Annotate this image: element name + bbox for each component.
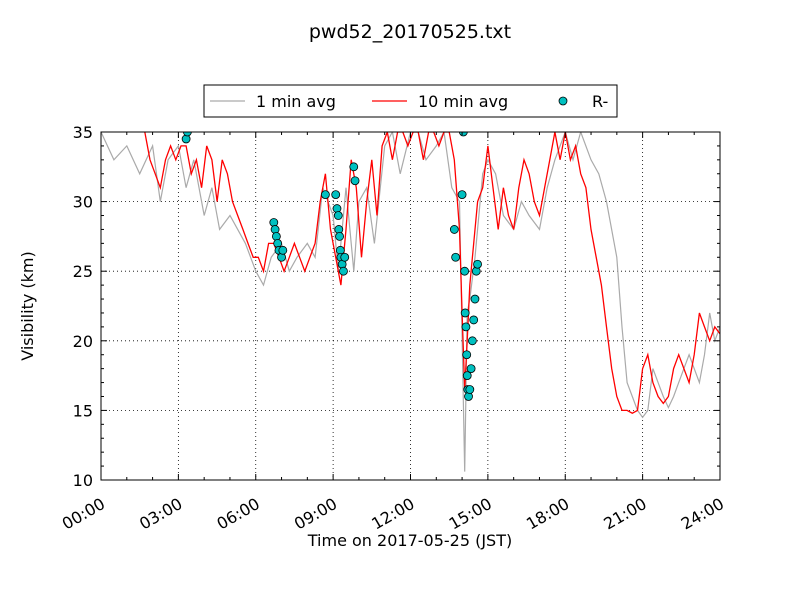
data-point-r bbox=[470, 294, 480, 304]
y-tick-label: 20 bbox=[73, 332, 93, 351]
y-tick-label: 35 bbox=[73, 123, 93, 142]
x-tick-label: 18:00 bbox=[523, 494, 572, 534]
legend-label: 10 min avg bbox=[418, 92, 508, 111]
series-layer bbox=[101, 132, 720, 472]
data-point-r bbox=[465, 385, 475, 394]
x-tick-label: 15:00 bbox=[446, 494, 495, 534]
y-axis: 10 15 20 25 30 35 bbox=[73, 123, 720, 490]
x-tick-label: 06:00 bbox=[214, 494, 263, 534]
data-point-r bbox=[467, 336, 477, 346]
data-point-r bbox=[183, 132, 192, 137]
x-tick-label: 09:00 bbox=[291, 494, 340, 534]
data-point-r bbox=[462, 350, 472, 360]
x-tick-label: 24:00 bbox=[678, 494, 727, 534]
data-point-r bbox=[331, 190, 341, 200]
data-point-r bbox=[469, 315, 479, 325]
y-tick-label: 30 bbox=[73, 193, 93, 212]
data-point-r bbox=[339, 266, 348, 276]
data-point-r bbox=[449, 225, 459, 234]
x-tick-label: 12:00 bbox=[368, 494, 417, 534]
data-point-r bbox=[350, 176, 360, 186]
data-point-r bbox=[461, 322, 471, 332]
plot-frame bbox=[101, 132, 720, 480]
y-tick-label: 15 bbox=[73, 401, 93, 420]
x-axis-title: Time on 2017-05-25 (JST) bbox=[307, 531, 512, 550]
legend-label: 1 min avg bbox=[256, 92, 336, 111]
data-point-r bbox=[320, 190, 330, 200]
legend-swatch bbox=[558, 96, 568, 106]
data-point-r bbox=[460, 266, 470, 276]
y-tick-label: 25 bbox=[73, 262, 93, 281]
data-point-r bbox=[278, 245, 288, 255]
y-axis-title: Visibility (km) bbox=[18, 251, 37, 360]
legend: 1 min avg 10 min avg R- bbox=[203, 84, 618, 118]
x-tick-label: 03:00 bbox=[136, 494, 185, 534]
legend-label: R- bbox=[592, 92, 608, 111]
data-point-r bbox=[340, 252, 350, 262]
data-point-r bbox=[451, 252, 461, 262]
data-point-r bbox=[349, 162, 359, 172]
chart-title: pwd52_20170525.txt bbox=[309, 21, 511, 43]
x-tick-label: 21:00 bbox=[600, 494, 649, 534]
data-point-r bbox=[462, 371, 472, 381]
data-point-r bbox=[466, 364, 476, 374]
series-line-1-min-avg bbox=[101, 132, 720, 472]
data-point-r bbox=[458, 132, 468, 137]
data-point-r bbox=[460, 308, 470, 318]
data-point-r bbox=[457, 190, 467, 200]
y-tick-label: 10 bbox=[73, 471, 93, 490]
series-line-10-min-avg bbox=[144, 132, 720, 414]
data-point-r bbox=[333, 211, 343, 220]
data-point-r bbox=[473, 259, 482, 269]
data-point-r bbox=[335, 231, 344, 241]
x-tick-label: 00:00 bbox=[59, 494, 108, 534]
plot-area bbox=[100, 131, 721, 481]
